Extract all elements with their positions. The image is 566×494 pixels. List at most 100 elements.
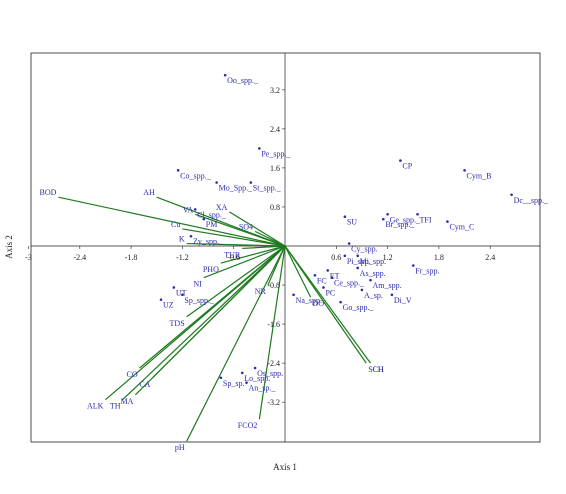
y-tick-label: -1.6 xyxy=(267,320,280,329)
vector-ph xyxy=(186,245,286,442)
point-label: Br_spp._ xyxy=(385,220,415,229)
y-tick-label: 1.6 xyxy=(270,164,280,173)
plot-frame xyxy=(30,52,541,443)
x-tick-label: -3 xyxy=(25,253,32,262)
vector-do xyxy=(284,245,312,298)
vector-xa xyxy=(229,211,286,247)
point-label: UT xyxy=(176,288,187,297)
y-axis-title: Axis 2 xyxy=(4,235,14,259)
point-marker xyxy=(326,269,330,272)
point-label: St_spp._ xyxy=(253,184,282,193)
point-label: Sp_spp._ xyxy=(184,296,215,305)
point-marker xyxy=(253,366,257,370)
point-label: Pi_spp. xyxy=(347,257,371,266)
vector-nr xyxy=(267,245,286,286)
point-label: Cym_C xyxy=(449,223,474,232)
vector-label: ALK xyxy=(87,402,104,411)
point-marker xyxy=(399,159,402,162)
x-tick-label: 1.8 xyxy=(434,253,444,262)
point-marker xyxy=(258,147,261,150)
point-label: CP xyxy=(402,162,412,171)
point-label: Am_spp. xyxy=(373,281,402,290)
point-label: Ge_spp._ xyxy=(390,215,421,224)
point-marker xyxy=(176,169,180,172)
point-marker xyxy=(193,208,197,211)
point-marker xyxy=(159,298,163,301)
x-tick-label: 1.2 xyxy=(383,253,393,262)
point-label: An_sp._ xyxy=(249,384,277,393)
vector-label: NR xyxy=(255,287,267,296)
vector-va xyxy=(195,213,286,247)
point-marker xyxy=(245,381,248,384)
point-marker xyxy=(202,217,206,221)
vector-label: CH xyxy=(373,365,384,374)
y-tick-label: 0.8 xyxy=(270,203,280,212)
point-label: UZ xyxy=(163,301,174,310)
x-tick-label: -2.4 xyxy=(73,253,86,262)
vector-label: AH xyxy=(143,188,155,197)
vector-label: TDS xyxy=(170,319,185,328)
point-label: A_sp. xyxy=(364,291,383,300)
point-marker xyxy=(382,217,385,221)
point-marker xyxy=(223,73,227,77)
vector-th xyxy=(122,245,286,401)
point-label: Cl_spp._ xyxy=(197,210,227,219)
point-marker xyxy=(343,254,347,258)
point-label: Zy_spp._ xyxy=(193,237,224,246)
point-marker xyxy=(313,273,317,277)
vector-ca xyxy=(152,245,286,379)
vector-cu xyxy=(182,228,286,247)
point-marker xyxy=(463,169,466,172)
point-marker xyxy=(347,242,351,245)
vector-ch xyxy=(284,245,371,364)
point-label: TFI xyxy=(420,215,432,224)
point-label: PC xyxy=(325,288,335,297)
vector-label: DO xyxy=(313,299,325,308)
point-label: Os_spp. xyxy=(257,369,283,378)
point-marker xyxy=(240,371,244,375)
point-marker xyxy=(189,234,193,238)
point-label: Pe_spp._ xyxy=(261,149,291,158)
point-marker xyxy=(292,293,295,297)
point-marker xyxy=(360,288,364,292)
vector-label: CA xyxy=(139,380,150,389)
point-label: Di_V xyxy=(394,296,412,305)
x-axis-title: Axis 1 xyxy=(273,462,297,472)
vector-co xyxy=(139,245,286,369)
point-marker xyxy=(172,286,176,289)
x-tick-label: -0.6 xyxy=(227,253,240,262)
point-marker xyxy=(181,293,184,297)
point-label: FC xyxy=(317,276,327,285)
point-marker xyxy=(386,212,389,216)
point-marker xyxy=(356,254,359,258)
point-label: Oo_spp._ xyxy=(227,76,259,85)
y-tick-label: -3.2 xyxy=(267,398,280,407)
vector-label: TUR xyxy=(224,250,241,259)
y-tick-label: 2.4 xyxy=(270,125,280,134)
vector-label: FCO2 xyxy=(238,421,258,430)
vector-label: CO xyxy=(127,370,138,379)
point-marker xyxy=(343,215,347,219)
point-label: Sp_sp. xyxy=(223,379,245,388)
point-marker xyxy=(369,278,372,282)
vector-label: VA xyxy=(183,205,194,214)
points-group: Oo_spp._ Pe_spp._ CP Cym_B Dc__spp._ Cym_C TFI… xyxy=(159,73,549,393)
point-marker xyxy=(219,376,223,380)
vector-label: Cu xyxy=(171,220,180,229)
point-label: Na_spp. xyxy=(296,296,322,305)
vector-fco2 xyxy=(258,245,286,420)
x-tick-label: 2.4 xyxy=(485,253,495,262)
vector-label: XA xyxy=(216,203,228,212)
point-label: Lo_spp. xyxy=(244,374,270,383)
point-label: Fr_spp. xyxy=(415,267,439,276)
x-tick-label: -1.2 xyxy=(176,253,189,262)
point-label: ET xyxy=(330,271,340,280)
point-label: SU xyxy=(347,218,357,227)
vector-pho xyxy=(220,245,286,264)
vector-label: SCH xyxy=(368,365,384,374)
point-marker xyxy=(330,276,334,280)
vector-label: SO4 xyxy=(239,222,253,231)
vector-k xyxy=(186,242,286,247)
vector-label: pH xyxy=(175,443,185,452)
